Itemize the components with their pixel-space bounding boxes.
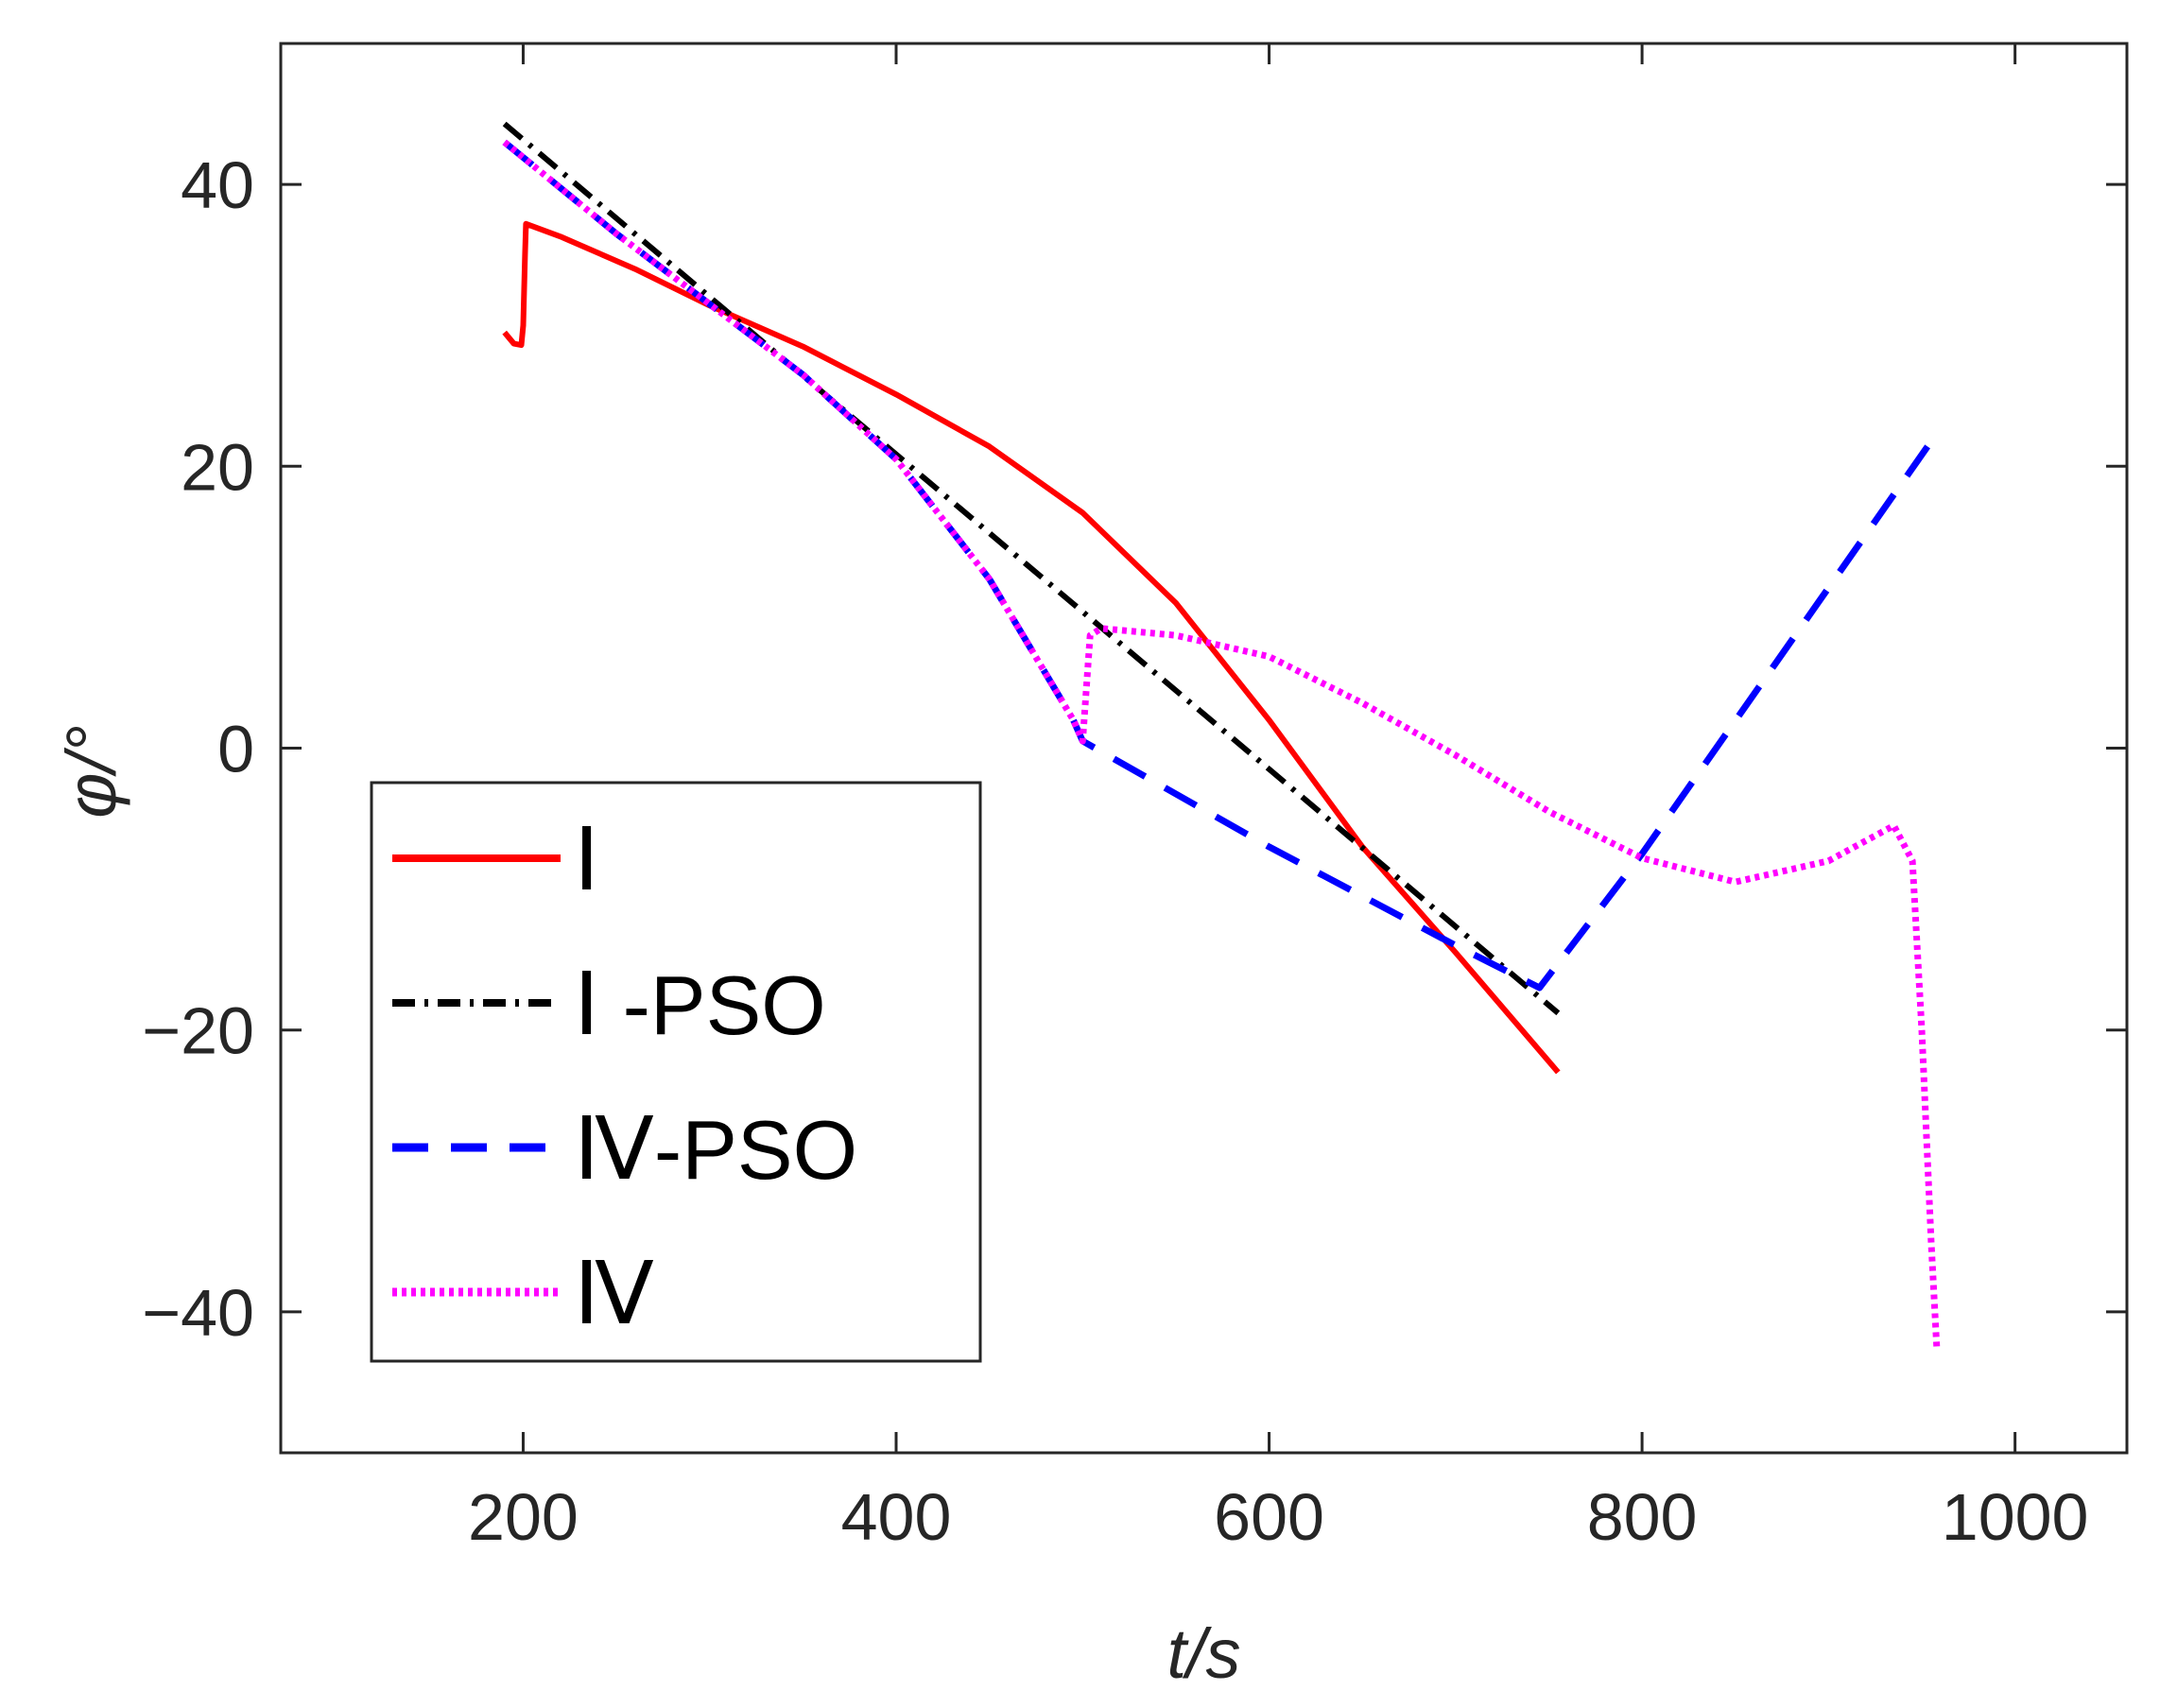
x-axis-label: t/s [1166,1614,1240,1693]
legend: Ⅰ Ⅰ -PSO Ⅳ-PSO Ⅳ [370,781,982,1363]
y-tick-label: 0 [217,713,254,786]
y-tick-label: 20 [181,430,254,504]
legend-label-4: Ⅳ [574,1246,654,1342]
series-line-3 [502,139,1944,992]
legend-label-3: Ⅳ-PSO [574,1101,857,1198]
x-tick-label: 400 [841,1480,952,1554]
y-tick-label: −40 [142,1276,254,1350]
x-tick-label: 800 [1587,1480,1698,1554]
x-tick-label: 1000 [1942,1480,2089,1554]
legend-label-1: Ⅰ [574,812,599,908]
series-line-2 [502,121,1561,1016]
legend-label-2: Ⅰ -PSO [574,957,826,1053]
series-line-1 [502,220,1561,1075]
y-tick-label: 40 [181,148,254,222]
y-tick-label: −20 [142,994,254,1068]
legend-box [370,781,982,1363]
x-tick-label: 600 [1214,1480,1324,1554]
y-axis-label: φ/° [52,725,130,818]
series-line-4 [502,139,1941,1348]
x-tick-label: 200 [468,1480,579,1554]
